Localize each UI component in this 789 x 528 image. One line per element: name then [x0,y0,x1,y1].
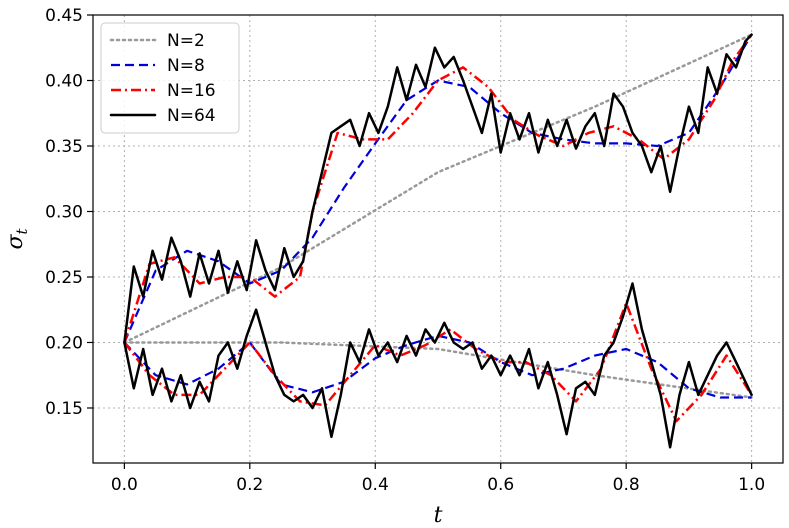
x-tick-label: 0.8 [613,475,640,495]
series-line [123,334,752,399]
ticks: 0.0 0.2 0.4 0.6 0.8 1.0 0.15 0.20 0.25 0.30 0.35 0.… [45,6,765,495]
y-tick-label: 0.30 [45,202,83,222]
legend-label: N=64 [167,106,216,126]
series-n8 [123,34,753,399]
y-tick-label: 0.40 [45,71,83,91]
y-tick-label: 0.35 [45,137,83,157]
series-line [123,33,753,344]
y-axis-title-symbol: σ [3,234,28,250]
series-n64 [123,33,753,449]
x-tick-label: 0.6 [487,475,514,495]
y-axis-title: σt [3,228,31,250]
legend-label: N=16 [167,81,216,101]
x-axis-title: t [434,503,443,528]
series-line [123,282,753,449]
series-line [123,301,753,423]
y-tick-label: 0.15 [45,399,83,419]
y-tick-label: 0.45 [45,6,83,26]
y-tick-label: 0.20 [45,333,83,353]
x-tick-label: 0.4 [362,475,389,495]
y-tick-label: 0.25 [45,268,83,288]
y-axis-title-group: σt [3,228,31,250]
y-axis-title-subscript: t [13,228,31,235]
legend-box [100,22,240,134]
series-line [123,341,753,399]
x-tick-label: 1.0 [738,475,765,495]
legend: N=2 N=8 N=16 N=64 [100,22,240,134]
plot-frame [92,14,784,464]
series-line [123,34,753,343]
legend-label: N=2 [167,31,205,51]
x-tick-label: 0.2 [236,475,263,495]
x-tick-label: 0.0 [111,475,138,495]
legend-label: N=8 [167,56,205,76]
series-layer [123,33,753,449]
